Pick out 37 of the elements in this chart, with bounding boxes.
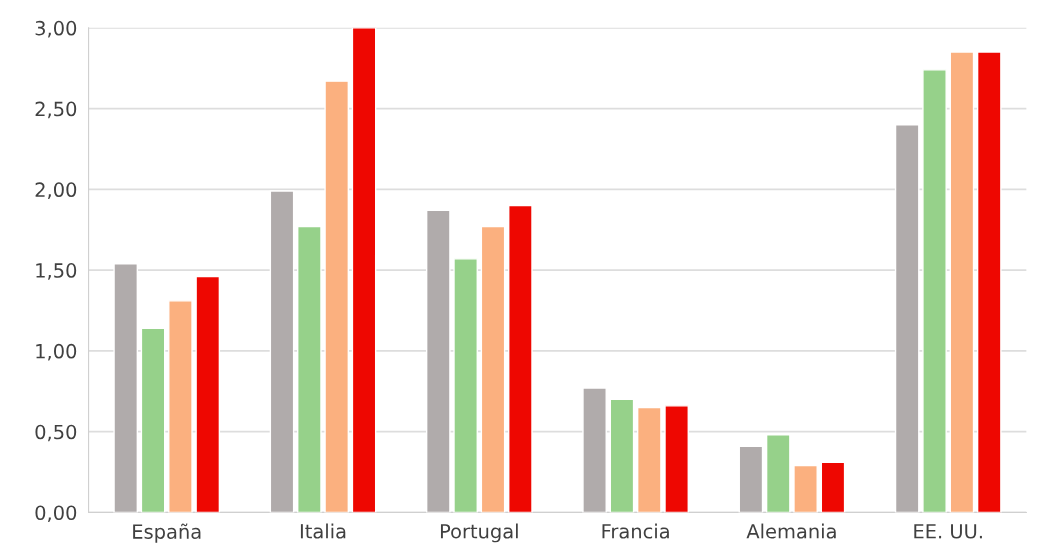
x-tick-label: EE. UU.: [914, 524, 982, 539]
bar: [793, 464, 818, 513]
bar: [664, 405, 689, 513]
x-tick-label: Francia: [602, 523, 669, 539]
bar: [976, 51, 1002, 513]
bar: [113, 262, 139, 513]
bar: [269, 190, 295, 513]
bar: [425, 209, 451, 513]
y-tick-label: 1,50: [36, 263, 77, 280]
bar: [609, 398, 635, 513]
bar: [168, 300, 193, 513]
bar: [949, 51, 975, 513]
y-tick-label: 3,00: [35, 20, 77, 38]
bar: [297, 225, 322, 513]
bar: [582, 387, 607, 513]
bar: [922, 69, 947, 513]
bar: [140, 327, 166, 513]
bar: [324, 80, 350, 513]
bar: [765, 434, 791, 513]
y-tick-label: 2,50: [35, 101, 77, 119]
bar: [508, 204, 533, 513]
y-tick-label: 1,00: [36, 343, 77, 361]
bar: [453, 258, 478, 513]
bar: [195, 275, 221, 513]
x-tick-label: España: [133, 523, 201, 543]
x-tick-label: Italia: [300, 523, 346, 539]
x-tick-label: Alemania: [746, 523, 836, 539]
y-tick-label: 0,50: [35, 424, 77, 442]
y-tick-label: 2,00: [35, 182, 77, 200]
y-tick-label: 0,00: [35, 505, 77, 523]
x-tick-label: Portugal: [440, 523, 518, 543]
bar: [351, 27, 377, 513]
bar: [820, 461, 846, 513]
bar: [894, 124, 920, 513]
bar: [738, 445, 764, 513]
bar: [636, 406, 662, 513]
bar: [480, 225, 506, 513]
